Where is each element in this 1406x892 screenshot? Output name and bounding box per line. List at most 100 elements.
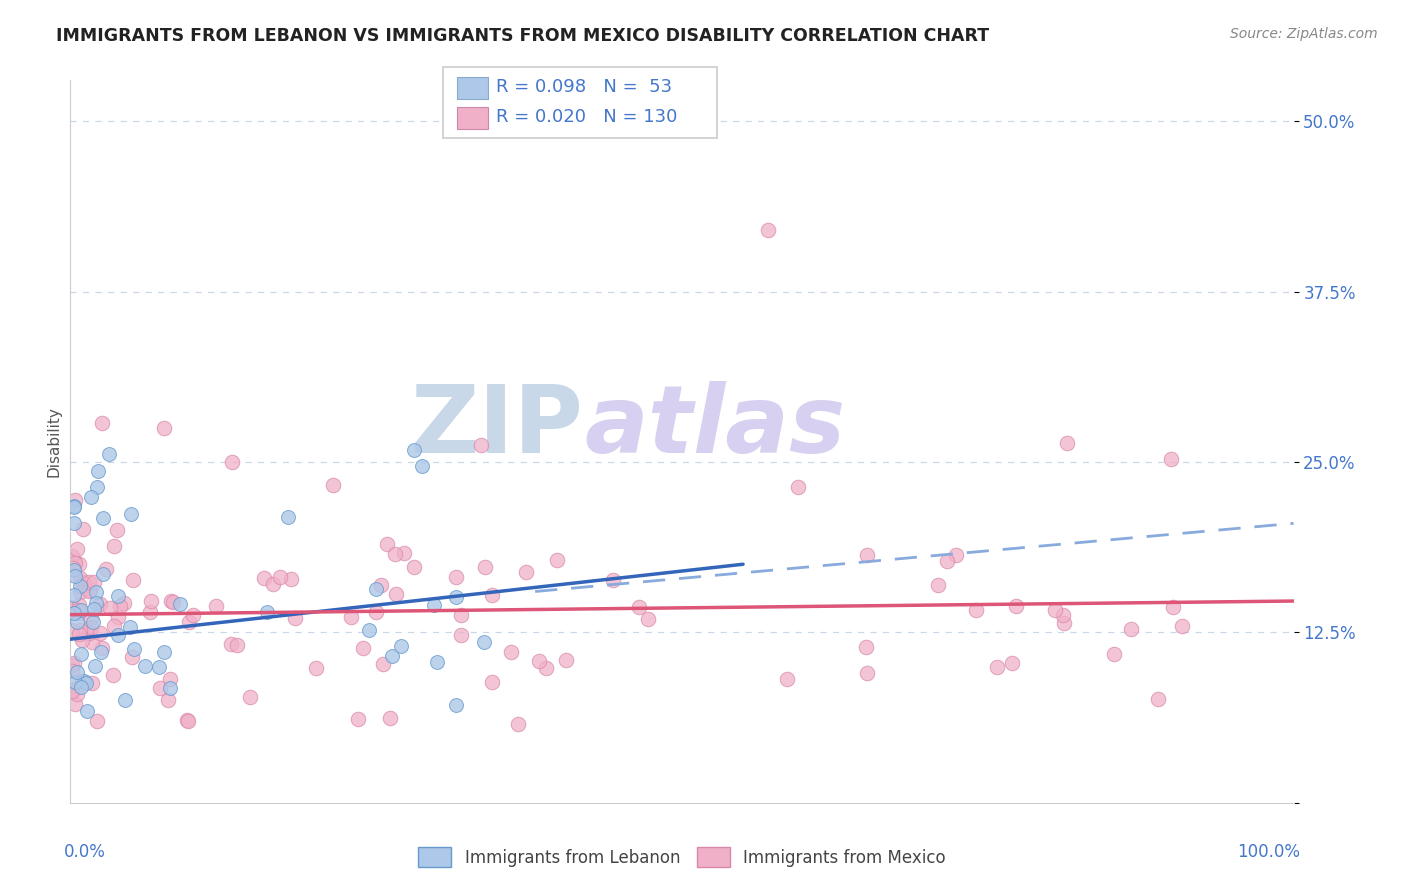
Legend: Immigrants from Lebanon, Immigrants from Mexico: Immigrants from Lebanon, Immigrants from…: [418, 847, 946, 867]
Point: [474, 559, 496, 574]
Point: [776, 672, 799, 686]
Point: [89, 625, 111, 640]
Point: [75, 676, 97, 690]
Text: R = 0.020   N = 130: R = 0.020 N = 130: [496, 108, 678, 127]
Point: [322, 478, 344, 492]
Point: [138, 605, 160, 619]
Text: 0.0%: 0.0%: [65, 843, 105, 861]
Point: [84, 585, 107, 599]
Point: [1053, 615, 1076, 630]
Point: [366, 605, 388, 619]
Point: [1161, 600, 1184, 615]
Point: [1005, 599, 1028, 613]
Point: [62, 561, 84, 575]
Point: [107, 609, 129, 624]
Point: [472, 635, 495, 649]
Point: [1056, 435, 1078, 450]
Point: [169, 597, 191, 611]
Point: [181, 608, 204, 623]
Point: [60, 624, 83, 638]
Point: [470, 437, 492, 451]
Point: [527, 654, 550, 668]
Point: [945, 549, 967, 563]
Point: [84, 596, 107, 610]
Point: [89, 597, 111, 611]
Point: [120, 508, 142, 522]
Point: [63, 607, 86, 621]
Point: [152, 421, 174, 435]
Point: [508, 717, 530, 731]
Point: [67, 598, 90, 612]
Point: [87, 464, 110, 478]
Point: [103, 667, 125, 681]
Text: atlas: atlas: [583, 381, 845, 473]
Point: [1119, 622, 1142, 636]
Point: [80, 611, 103, 625]
Point: [67, 607, 90, 621]
Point: [66, 665, 89, 679]
Point: [927, 578, 949, 592]
Point: [159, 681, 181, 695]
Point: [114, 692, 136, 706]
Point: [67, 558, 90, 572]
Point: [225, 638, 247, 652]
Point: [60, 603, 83, 617]
Point: [66, 615, 89, 629]
Point: [103, 539, 125, 553]
Point: [83, 659, 105, 673]
Point: [381, 648, 404, 663]
Text: Source: ZipAtlas.com: Source: ZipAtlas.com: [1230, 27, 1378, 41]
Point: [935, 554, 957, 568]
Point: [159, 594, 181, 608]
Point: [63, 556, 86, 570]
Point: [359, 623, 381, 637]
Point: [77, 624, 100, 639]
Point: [422, 598, 444, 612]
Point: [148, 660, 170, 674]
Point: [83, 575, 105, 590]
Point: [986, 660, 1008, 674]
Point: [67, 627, 90, 641]
Point: [546, 552, 568, 566]
Point: [239, 690, 262, 704]
Point: [122, 573, 145, 587]
Point: [402, 560, 425, 574]
Point: [305, 661, 328, 675]
Text: IMMIGRANTS FROM LEBANON VS IMMIGRANTS FROM MEXICO DISABILITY CORRELATION CHART: IMMIGRANTS FROM LEBANON VS IMMIGRANTS FR…: [56, 27, 990, 45]
Point: [77, 575, 100, 590]
Point: [855, 548, 877, 562]
Point: [63, 516, 86, 530]
Point: [179, 615, 201, 630]
Point: [221, 455, 243, 469]
Point: [256, 605, 278, 619]
Point: [108, 599, 131, 613]
Point: [515, 565, 537, 579]
Point: [204, 599, 226, 613]
Point: [70, 647, 93, 661]
Point: [176, 713, 198, 727]
Point: [62, 681, 84, 696]
Text: 100.0%: 100.0%: [1237, 843, 1299, 861]
Point: [63, 500, 86, 514]
Point: [375, 536, 398, 550]
Point: [86, 714, 108, 729]
Point: [384, 587, 406, 601]
Point: [855, 666, 877, 681]
Point: [139, 593, 162, 607]
Point: [352, 641, 374, 656]
Point: [100, 601, 122, 615]
Point: [124, 642, 146, 657]
Point: [855, 640, 877, 654]
Point: [411, 458, 433, 473]
Point: [269, 570, 291, 584]
Point: [82, 615, 104, 629]
Point: [1052, 607, 1074, 622]
Point: [63, 563, 86, 577]
Point: [107, 627, 129, 641]
Point: [120, 620, 142, 634]
Point: [450, 628, 472, 642]
Point: [340, 610, 363, 624]
Point: [70, 680, 93, 694]
Point: [63, 569, 86, 583]
Point: [63, 493, 86, 508]
